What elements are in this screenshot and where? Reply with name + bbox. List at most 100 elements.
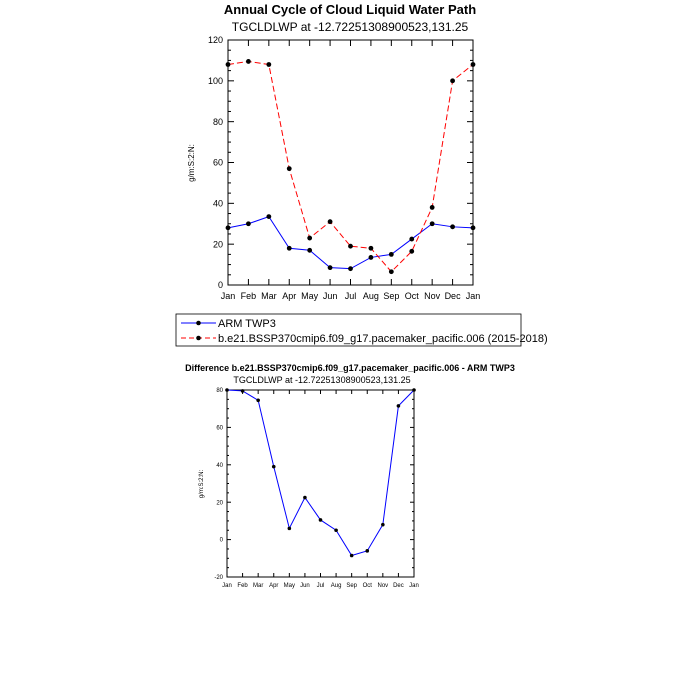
x-tick-label: Aug (363, 291, 379, 301)
chart2-title: Difference b.e21.BSSP370cmip6.f09_g17.pa… (185, 363, 515, 373)
data-point-0 (412, 388, 416, 392)
data-point-1 (368, 245, 374, 251)
data-point-1 (225, 62, 231, 67)
x-tick-label: Oct (405, 291, 420, 301)
chart1-ylabel: g/m:S:2:N: (187, 144, 196, 182)
legend-label-model: b.e21.BSSP370cmip6.f09_g17.pacemaker_pac… (218, 333, 548, 345)
chart2-series (225, 388, 416, 558)
x-tick-label: Jan (466, 291, 481, 301)
chart1-axes: Jan Feb Mar Apr May Jun Jul Aug Sep Oct Nov Dec Jan0… (208, 35, 480, 301)
y-tick-label: 40 (213, 198, 223, 208)
y-tick-label: -20 (214, 575, 223, 581)
data-point-1 (409, 248, 415, 254)
data-point-1 (286, 166, 292, 172)
data-point-0 (334, 528, 338, 533)
x-tick-label: Aug (331, 583, 342, 589)
y-tick-label: 60 (213, 158, 223, 168)
x-tick-label: Jan (222, 583, 232, 589)
y-tick-label: 80 (216, 388, 223, 394)
x-tick-label: Jul (345, 291, 357, 301)
difference-chart: Difference b.e21.BSSP370cmip6.f09_g17.pa… (185, 363, 515, 589)
data-point-0 (225, 388, 229, 392)
legend-marker-arm (196, 320, 201, 326)
x-tick-label: Oct (363, 583, 373, 589)
data-point-0 (327, 265, 333, 271)
data-point-1 (266, 62, 272, 67)
x-tick-label: May (301, 291, 319, 301)
data-point-0 (240, 389, 245, 393)
data-point-0 (365, 549, 370, 553)
data-point-1 (246, 59, 251, 64)
data-point-0 (307, 247, 313, 253)
y-tick-label: 80 (213, 117, 223, 127)
x-tick-label: Feb (237, 583, 248, 589)
chart1-subtitle: TGCLDLWP at -12.72251308900523,131.25 (232, 20, 469, 34)
chart2-axes: Jan Feb Mar Apr May Jun Jul Aug Sep Oct Nov Dec Jan -… (214, 388, 419, 589)
data-point-0 (409, 236, 415, 242)
y-tick-label: 40 (216, 463, 223, 469)
data-point-1 (327, 219, 333, 225)
annual-cycle-chart: Annual Cycle of Cloud Liquid Water Path … (175, 2, 548, 347)
x-tick-label: Jun (300, 583, 310, 589)
chart2-ylabel: g/m:S:2:N: (199, 469, 205, 498)
x-tick-label: Mar (261, 291, 277, 301)
data-point-0 (266, 214, 272, 220)
y-tick-label: 0 (218, 280, 223, 290)
data-point-1 (388, 269, 394, 275)
chart1-legend: ARM TWP3 b.e21.BSSP370cmip6.f09_g17.pace… (175, 313, 548, 347)
x-tick-label: Dec (445, 291, 462, 301)
data-point-0 (381, 522, 385, 527)
data-point-0 (246, 221, 251, 227)
data-point-0 (349, 553, 354, 558)
chart1-series (225, 59, 476, 275)
y-tick-label: 120 (208, 35, 223, 45)
data-point-1 (348, 243, 353, 249)
x-tick-label: Dec (393, 583, 404, 589)
data-point-0 (318, 518, 323, 522)
data-point-0 (388, 251, 394, 257)
chart2-subtitle: TGCLDLWP at -12.72251308900523,131.25 (233, 375, 410, 385)
x-tick-label: Sep (383, 291, 399, 301)
y-tick-label: 0 (220, 538, 224, 544)
legend-box (175, 313, 522, 347)
x-tick-label: Apr (282, 291, 296, 301)
chart1-title: Annual Cycle of Cloud Liquid Water Path (224, 2, 476, 17)
x-tick-label: Jul (317, 583, 325, 589)
data-point-0 (429, 221, 435, 227)
series-line-1 (227, 60, 474, 273)
x-tick-label: Feb (241, 291, 257, 301)
x-tick-label: Apr (269, 583, 278, 589)
x-tick-label: Sep (346, 583, 357, 589)
x-tick-label: Nov (377, 583, 388, 589)
data-point-0 (286, 245, 292, 251)
x-tick-label: Jan (221, 291, 236, 301)
series-line-0 (227, 216, 474, 270)
y-tick-label: 20 (213, 239, 223, 249)
data-point-1 (307, 235, 313, 241)
y-tick-label: 20 (216, 500, 223, 506)
data-point-0 (303, 495, 307, 500)
data-point-0 (287, 526, 292, 531)
data-point-0 (348, 266, 353, 272)
x-tick-label: Jun (323, 291, 338, 301)
data-point-0 (271, 464, 276, 469)
data-point-1 (429, 205, 435, 210)
x-tick-label: Mar (253, 583, 263, 589)
series-line-0 (226, 389, 415, 557)
data-point-1 (470, 62, 476, 67)
data-point-0 (368, 255, 374, 260)
data-point-1 (450, 78, 455, 84)
legend-marker-model (196, 335, 201, 341)
data-point-0 (225, 225, 231, 231)
y-tick-label: 100 (208, 76, 223, 86)
data-point-0 (450, 224, 455, 230)
data-point-0 (470, 225, 476, 231)
data-point-0 (256, 398, 260, 403)
y-tick-label: 60 (216, 426, 223, 432)
legend-label-arm: ARM TWP3 (218, 318, 276, 330)
chart2-plot-frame (226, 389, 415, 578)
x-tick-label: Nov (424, 291, 441, 301)
x-tick-label: May (284, 583, 295, 589)
